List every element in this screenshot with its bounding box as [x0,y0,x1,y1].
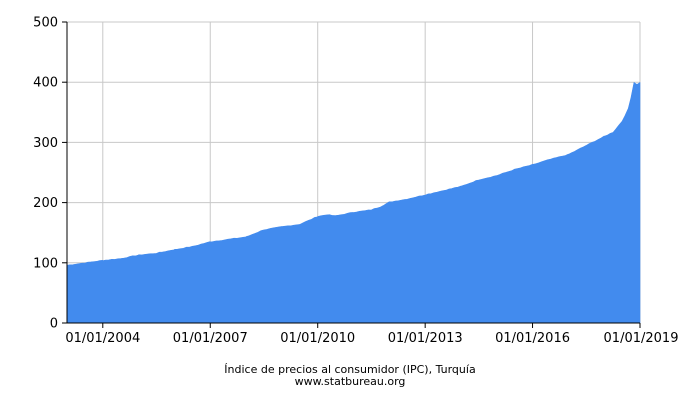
cpi-area [66,81,641,324]
axes [62,21,641,328]
y-tick-label: 100 [33,256,58,271]
y-tick-label: 500 [33,16,58,31]
area-series [66,81,641,324]
y-tick-labels: 0 100 200 300 400 500 [33,16,58,332]
source-caption: www.statbureau.org [294,375,406,388]
y-tick-label: 200 [33,196,58,211]
y-tick-label: 0 [50,317,58,332]
x-tick-label: 01/01/2010 [280,331,355,346]
x-tick-label: 01/01/2016 [495,331,570,346]
y-tick-label: 400 [33,76,58,91]
x-tick-label: 01/01/2007 [173,331,248,346]
chart-title: Índice de precios al consumidor (IPC), T… [224,363,476,376]
x-tick-label: 01/01/2013 [388,331,463,346]
x-tick-label: 01/01/2019 [604,331,679,346]
y-tick-label: 300 [33,136,58,151]
x-tick-labels: 01/01/2004 01/01/2007 01/01/2010 01/01/2013… [65,331,678,346]
x-tick-label: 01/01/2004 [65,331,140,346]
